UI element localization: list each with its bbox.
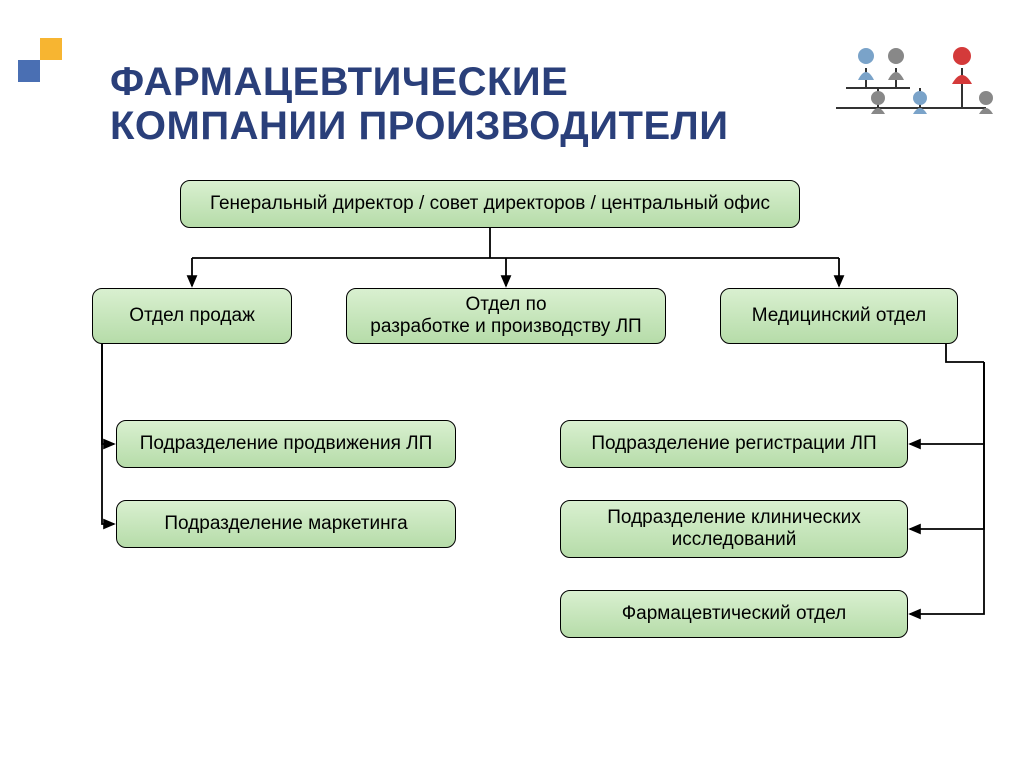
node-label: Медицинский отдел	[752, 305, 927, 327]
accent-square-yellow	[40, 38, 62, 60]
title-line-1: ФАРМАЦЕВТИЧЕСКИЕ	[110, 60, 568, 104]
node-label: Отдел продаж	[129, 305, 255, 327]
node-medical-dept: Медицинский отдел	[720, 288, 958, 344]
node-label: Подразделение клиническихисследований	[607, 507, 860, 551]
node-promotion-unit: Подразделение продвижения ЛП	[116, 420, 456, 468]
corner-decoration	[18, 28, 78, 88]
node-label: Подразделение маркетинга	[164, 513, 407, 535]
node-label: Подразделение регистрации ЛП	[591, 433, 876, 455]
node-rd-dept: Отдел поразработке и производству ЛП	[346, 288, 666, 344]
node-sales-dept: Отдел продаж	[92, 288, 292, 344]
node-clinical-unit: Подразделение клиническихисследований	[560, 500, 908, 558]
node-pharma-dept: Фармацевтический отдел	[560, 590, 908, 638]
node-label: Подразделение продвижения ЛП	[140, 433, 433, 455]
node-label: Фармацевтический отдел	[622, 603, 847, 625]
slide-title: ФАРМАЦЕВТИЧЕСКИЕ КОМПАНИИ ПРОИЗВОДИТЕЛИ	[110, 60, 728, 148]
accent-square-blue	[18, 60, 40, 82]
node-label: Отдел поразработке и производству ЛП	[370, 294, 641, 338]
node-root: Генеральный директор / совет директоров …	[180, 180, 800, 228]
node-marketing-unit: Подразделение маркетинга	[116, 500, 456, 548]
org-chart-clipart	[816, 10, 1006, 120]
node-label: Генеральный директор / совет директоров …	[210, 193, 770, 215]
title-line-2: КОМПАНИИ ПРОИЗВОДИТЕЛИ	[110, 104, 728, 148]
node-registration-unit: Подразделение регистрации ЛП	[560, 420, 908, 468]
